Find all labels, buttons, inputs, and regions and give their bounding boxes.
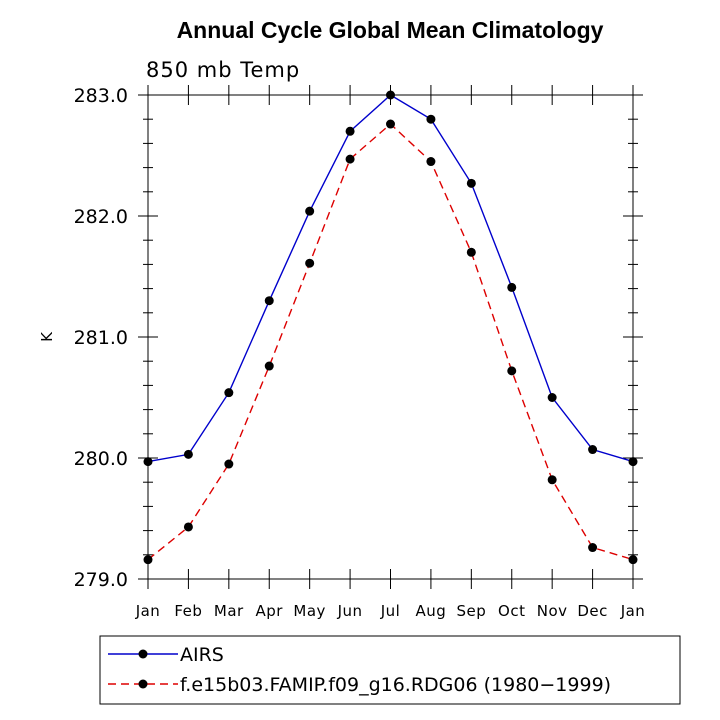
data-point bbox=[264, 296, 274, 306]
data-point bbox=[345, 126, 355, 136]
data-point bbox=[466, 247, 476, 257]
series-2 bbox=[143, 119, 638, 565]
x-tick-label: Dec bbox=[577, 602, 608, 620]
data-point bbox=[224, 388, 234, 398]
data-point bbox=[264, 361, 274, 371]
data-point bbox=[305, 206, 315, 216]
data-point bbox=[507, 282, 517, 292]
legend-label: f.e15b03.FAMIP.f09_g16.RDG06 (1980−1999) bbox=[180, 674, 611, 696]
data-point bbox=[628, 457, 638, 467]
data-point bbox=[183, 449, 193, 459]
y-axis-label: K bbox=[38, 331, 56, 342]
x-tick-label: Jan bbox=[620, 602, 646, 620]
data-point bbox=[386, 90, 395, 100]
chart-title: Annual Cycle Global Mean Climatology bbox=[177, 17, 604, 43]
legend: AIRS f.e15b03.FAMIP.f09_g16.RDG06 (1980−1… bbox=[99, 635, 681, 705]
data-point bbox=[588, 445, 598, 455]
data-point bbox=[305, 258, 315, 268]
plot-area bbox=[147, 94, 634, 580]
data-point bbox=[143, 457, 153, 467]
data-point bbox=[628, 555, 638, 565]
x-tick-label: May bbox=[293, 602, 326, 620]
y-tick-label: 279.0 bbox=[74, 569, 128, 591]
data-point bbox=[143, 555, 153, 565]
x-tick-label: Jan bbox=[135, 602, 161, 620]
data-point bbox=[466, 178, 476, 188]
x-tick-label: Jul bbox=[380, 602, 401, 620]
x-tick-label: Sep bbox=[456, 602, 486, 620]
series-layer bbox=[143, 90, 638, 565]
x-tick-label: Apr bbox=[256, 602, 284, 620]
data-point bbox=[183, 522, 193, 532]
x-tick-label: Feb bbox=[174, 602, 202, 620]
y-tick-label: 282.0 bbox=[74, 206, 128, 228]
x-tick-label: Nov bbox=[537, 602, 568, 620]
chart-subtitle: 850 mb Temp bbox=[146, 58, 300, 82]
axis-ticks: 279.0 280.0 281.0 282.0 283.0 Jan Feb Mar Apr May… bbox=[74, 85, 646, 620]
data-point bbox=[426, 114, 436, 124]
legend-entry-1: AIRS bbox=[108, 644, 224, 666]
y-tick-label: 283.0 bbox=[74, 85, 128, 107]
data-point bbox=[426, 157, 436, 167]
legend-marker bbox=[138, 679, 148, 689]
x-tick-label: Jun bbox=[337, 602, 363, 620]
data-point bbox=[224, 459, 234, 469]
data-point bbox=[507, 366, 517, 376]
legend-label: AIRS bbox=[180, 644, 224, 666]
data-point bbox=[588, 543, 598, 553]
series-line bbox=[147, 94, 634, 463]
x-tick-label: Oct bbox=[498, 602, 525, 620]
data-point bbox=[547, 393, 557, 402]
x-tick-label: Aug bbox=[416, 602, 447, 620]
data-point bbox=[386, 119, 395, 129]
legend-box bbox=[99, 635, 681, 705]
series-line bbox=[147, 123, 634, 561]
data-point bbox=[345, 154, 355, 164]
y-tick-label: 280.0 bbox=[74, 448, 128, 470]
y-tick-label: 281.0 bbox=[74, 327, 128, 349]
data-point bbox=[547, 475, 557, 485]
series-1 bbox=[143, 90, 638, 467]
x-tick-label: Mar bbox=[214, 602, 244, 620]
legend-marker bbox=[138, 649, 148, 659]
legend-entry-2: f.e15b03.FAMIP.f09_g16.RDG06 (1980−1999) bbox=[108, 674, 611, 696]
